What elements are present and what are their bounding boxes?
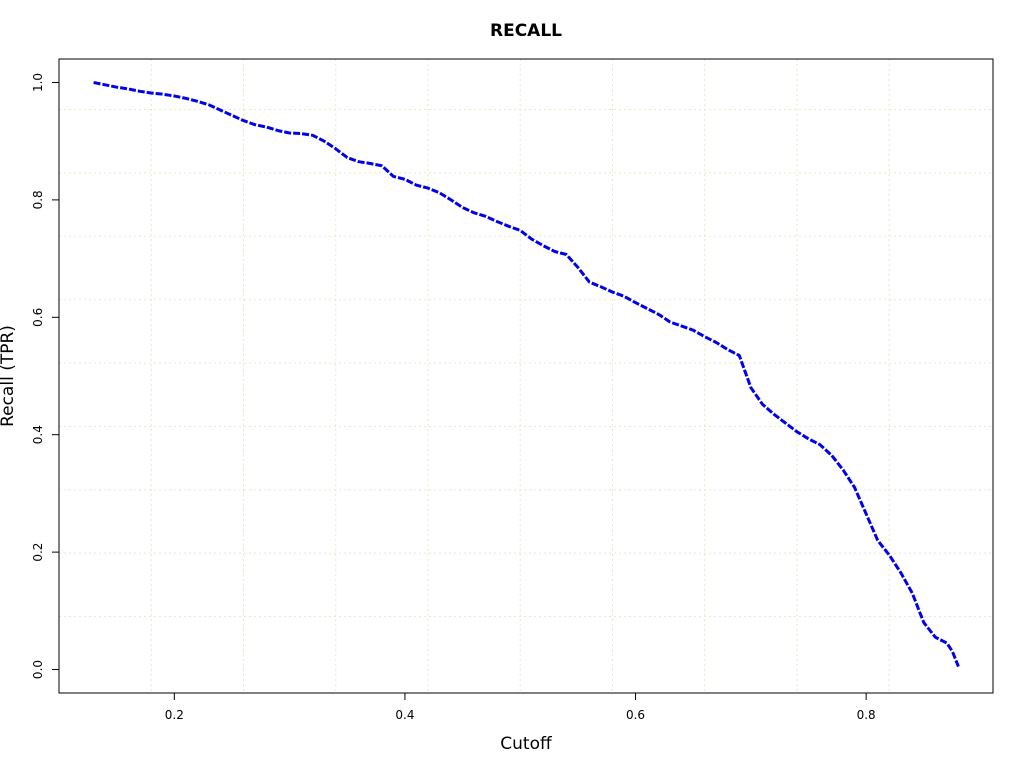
x-tick-label: 0.6 (626, 708, 645, 722)
chart-title: RECALL (490, 21, 562, 41)
recall-series-line (93, 81, 960, 668)
x-tick-label: 0.2 (165, 708, 184, 722)
x-axis: 0.2 0.4 0.6 0.8 (165, 693, 876, 722)
x-tick-label: 0.4 (395, 708, 414, 722)
y-tick-label: 0.8 (31, 190, 45, 209)
y-axis-label: Recall (TPR) (0, 325, 18, 427)
grid-layer (59, 59, 993, 693)
y-tick-label: 0.2 (31, 543, 45, 562)
y-tick-label: 0.4 (31, 425, 45, 444)
plot-frame (58, 58, 994, 694)
y-tick-label: 1.0 (31, 73, 45, 92)
data-layer (93, 81, 960, 668)
x-axis-label: Cutoff (500, 734, 553, 754)
y-tick-label: 0.0 (31, 660, 45, 679)
y-axis: 0.0 0.2 0.4 0.6 0.8 1.0 (31, 73, 59, 679)
y-tick-label: 0.6 (31, 308, 45, 327)
x-tick-label: 0.8 (857, 708, 876, 722)
